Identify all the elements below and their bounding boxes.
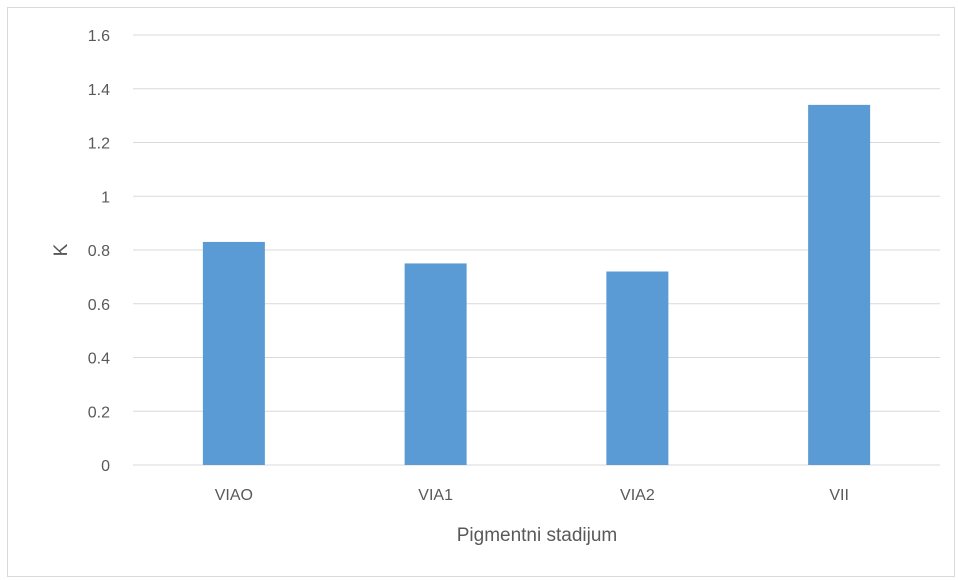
y-tick-label: 1.4	[88, 82, 110, 99]
x-tick-label: VIA1	[418, 487, 453, 504]
x-tick-label: VII	[829, 487, 849, 504]
y-tick-label: 1.6	[88, 28, 110, 45]
bar-via2	[606, 271, 669, 465]
y-tick-label: 0	[101, 458, 110, 475]
x-axis-ticks: VIAO VIA1 VIA2 VII	[215, 487, 849, 504]
y-tick-label: 1	[101, 189, 110, 206]
y-tick-label: 0.6	[88, 297, 110, 314]
y-tick-label: 0.2	[88, 404, 110, 421]
bar-vii	[808, 104, 871, 465]
y-tick-label: 0.8	[88, 243, 110, 260]
y-tick-label: 1.2	[88, 136, 110, 153]
x-tick-label: VIA2	[620, 487, 655, 504]
x-axis-title: Pigmentni stadijum	[457, 525, 618, 546]
x-tick-label: VIAO	[215, 487, 253, 504]
y-axis-ticks: 0 0.2 0.4 0.6 0.8 1 1.2 1.4 1.6	[88, 28, 110, 475]
gridlines	[133, 34, 940, 466]
y-tick-label: 0.4	[88, 351, 110, 368]
chart-area	[7, 7, 955, 577]
bar-viao	[202, 241, 265, 465]
bars	[202, 104, 871, 465]
y-axis-title: K	[51, 243, 72, 256]
bar-via1	[404, 263, 467, 465]
